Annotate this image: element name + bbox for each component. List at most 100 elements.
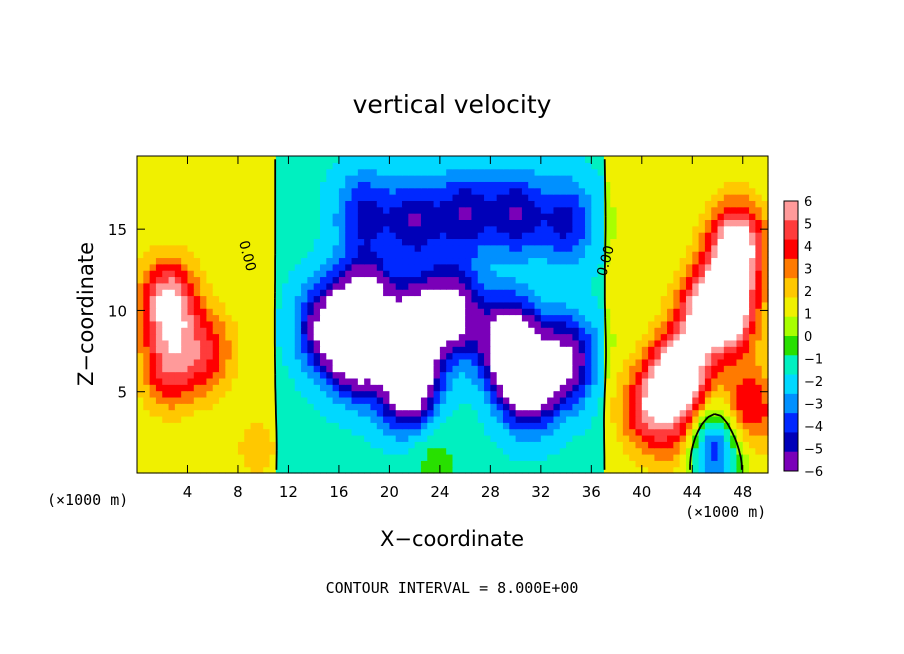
heatmap-cell (723, 225, 731, 233)
heatmap-cell (219, 238, 226, 246)
heatmap-cell (332, 282, 340, 290)
heatmap-cell (704, 428, 712, 436)
heatmap-cell (698, 453, 706, 461)
heatmap-cell (263, 390, 271, 398)
heatmap-cell (667, 384, 674, 392)
heatmap-cell (439, 365, 447, 373)
heatmap-cell (427, 415, 435, 423)
heatmap-cell (559, 434, 567, 442)
heatmap-cell (578, 206, 586, 214)
heatmap-cell (244, 327, 252, 335)
heatmap-cell (357, 460, 365, 468)
heatmap-cell (168, 232, 176, 240)
heatmap-cell (490, 422, 498, 430)
heatmap-cell (698, 339, 706, 347)
heatmap-cell (502, 219, 510, 227)
heatmap-cell (648, 301, 656, 309)
heatmap-cell (288, 346, 296, 354)
heatmap-cell (237, 244, 245, 252)
heatmap-cell (610, 238, 618, 246)
heatmap-cell (143, 219, 151, 227)
heatmap-cell (383, 213, 390, 220)
heatmap-cell (370, 270, 378, 278)
heatmap-cell (427, 428, 435, 436)
heatmap-cell (288, 377, 296, 385)
heatmap-cell (256, 301, 264, 309)
heatmap-cell (742, 441, 750, 449)
heatmap-cell (717, 257, 725, 265)
heatmap-cell (275, 460, 283, 468)
heatmap-cell (648, 244, 656, 252)
heatmap-cell (452, 251, 460, 259)
heatmap-cell (351, 270, 359, 278)
heatmap-cell (338, 200, 346, 208)
heatmap-cell (174, 162, 182, 170)
heatmap-cell (648, 168, 656, 176)
heatmap-cell (553, 358, 561, 366)
heatmap-cell (730, 390, 738, 398)
heatmap-cell (282, 365, 290, 373)
heatmap-cell (673, 358, 681, 366)
heatmap-cell (275, 314, 283, 322)
heatmap-cell (452, 289, 460, 297)
heatmap-cell (515, 263, 523, 271)
heatmap-cell (446, 403, 454, 411)
heatmap-cell (319, 339, 327, 347)
heatmap-cell (162, 232, 170, 240)
heatmap-cell (667, 333, 674, 341)
heatmap-cell (256, 327, 264, 335)
heatmap-cell (155, 415, 163, 423)
heatmap-cell (534, 339, 542, 347)
heatmap-cell (338, 384, 346, 392)
heatmap-cell (477, 422, 485, 430)
heatmap-cell (572, 466, 580, 474)
heatmap-cell (553, 434, 561, 442)
heatmap-cell (471, 339, 479, 347)
heatmap-cell (749, 409, 756, 417)
heatmap-cell (660, 219, 668, 227)
heatmap-cell (597, 352, 605, 360)
heatmap-cell (742, 453, 750, 461)
heatmap-cell (717, 390, 725, 398)
heatmap-cell (635, 396, 643, 404)
heatmap-cell (465, 371, 473, 379)
heatmap-cell (193, 238, 201, 246)
heatmap-cell (603, 352, 611, 360)
heatmap-cell (591, 453, 599, 461)
heatmap-cell (181, 295, 189, 303)
heatmap-cell (654, 200, 662, 208)
heatmap-cell (427, 162, 435, 170)
heatmap-cell (660, 365, 668, 373)
heatmap-cell (376, 181, 384, 189)
heatmap-cell (490, 333, 498, 341)
heatmap-cell (357, 314, 365, 322)
heatmap-cell (319, 346, 327, 354)
heatmap-cell (597, 409, 605, 417)
heatmap-cell (338, 156, 346, 163)
heatmap-cell (414, 327, 422, 335)
heatmap-cell (263, 308, 271, 316)
heatmap-cell (244, 384, 252, 392)
heatmap-cell (490, 346, 498, 354)
heatmap-cell (433, 200, 441, 208)
heatmap-cell (225, 187, 233, 195)
heatmap-cell (282, 200, 290, 208)
heatmap-cell (509, 466, 517, 474)
heatmap-cell (698, 232, 706, 240)
heatmap-cell (490, 327, 498, 335)
heatmap-cell (357, 162, 365, 170)
heatmap-cell (591, 308, 599, 316)
heatmap-cell (559, 270, 567, 278)
heatmap-cell (610, 466, 618, 474)
heatmap-cell (591, 333, 599, 341)
heatmap-cell (250, 441, 258, 449)
heatmap-cell (704, 409, 712, 417)
heatmap-cell (200, 396, 208, 404)
heatmap-cell (603, 301, 611, 309)
heatmap-cell (667, 156, 674, 163)
heatmap-cell (730, 320, 738, 328)
heatmap-cell (187, 415, 195, 423)
heatmap-cell (603, 314, 611, 322)
heatmap-cell (553, 175, 561, 182)
heatmap-cell (200, 213, 208, 220)
